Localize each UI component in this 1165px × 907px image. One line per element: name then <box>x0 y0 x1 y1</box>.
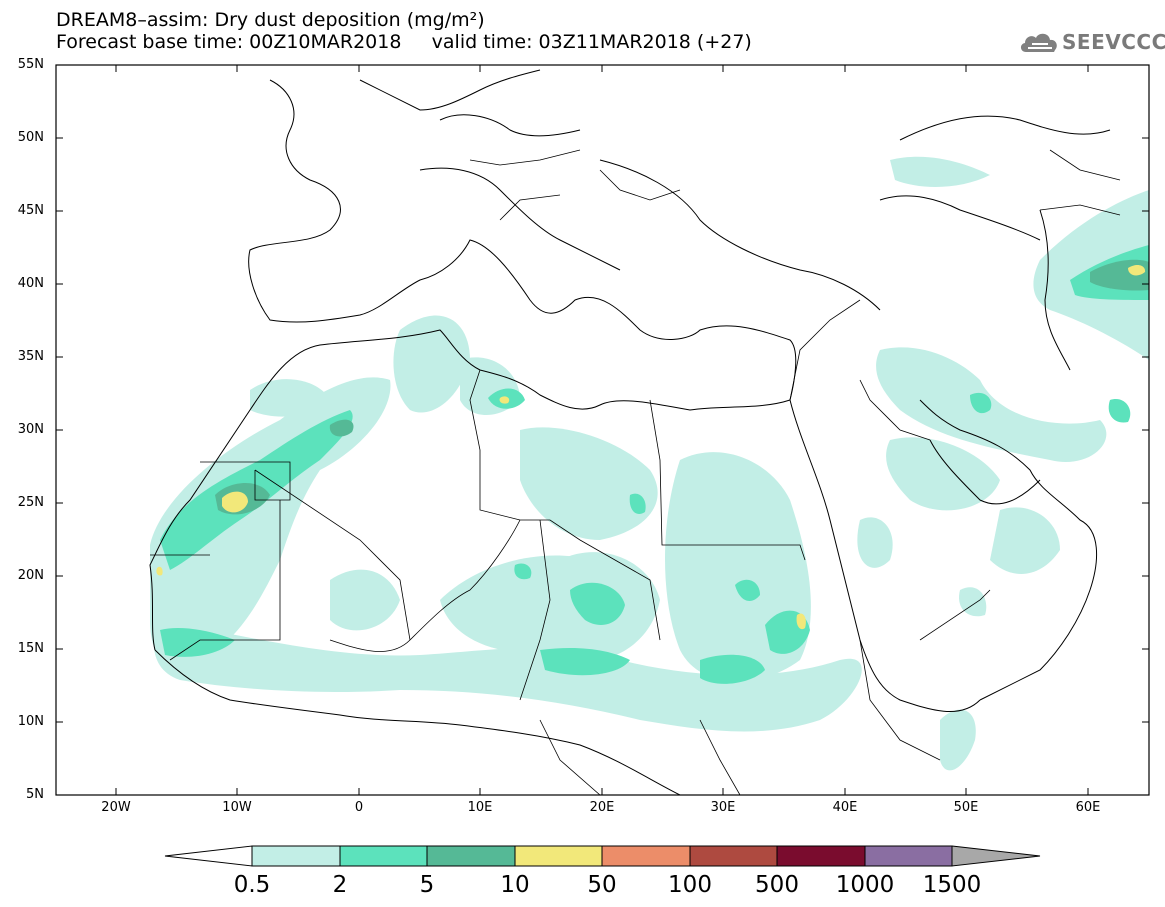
colorbar-bin-3 <box>426 845 516 867</box>
colorbar-over-arrow <box>951 845 1041 867</box>
colorbar-bin-5 <box>601 845 691 867</box>
lat-label: 30N <box>17 422 44 437</box>
dust-field <box>149 69 1149 795</box>
lat-label: 20N <box>17 568 44 583</box>
colorbar-level-label: 2 <box>332 872 348 898</box>
colorbar-level-label: 500 <box>755 872 799 898</box>
colorbar-level-label: 1000 <box>835 872 895 898</box>
colorbar-bin-6 <box>689 845 778 867</box>
country-borders <box>150 149 1121 795</box>
lat-label: 45N <box>17 203 44 218</box>
lat-label: 50N <box>17 130 44 145</box>
colorbar-level-label: 10 <box>500 872 530 898</box>
lon-label: 10E <box>467 800 493 815</box>
lon-label: 30E <box>710 800 736 815</box>
lat-label: 15N <box>17 641 44 656</box>
logo-text: SEEVCCC <box>1062 30 1165 54</box>
axis-ticks <box>56 64 1149 795</box>
lon-label: 60E <box>1075 800 1101 815</box>
map-title: DREAM8–assim: Dry dust deposition (mg/m²… <box>56 9 485 31</box>
seevccc-logo: SEEVCCC <box>1018 26 1165 58</box>
colorbar-bin-2 <box>339 845 428 867</box>
map-subtitle: Forecast base time: 00Z10MAR2018 valid t… <box>56 31 752 53</box>
lon-label: 0 <box>354 800 364 815</box>
colorbar-bin-4 <box>514 845 603 867</box>
lat-label: 40N <box>17 276 44 291</box>
colorbar-level-label: 0.5 <box>233 872 271 898</box>
lat-label: 5N <box>26 787 44 802</box>
lon-label: 50E <box>953 800 979 815</box>
colorbar-bin-7 <box>776 845 866 867</box>
colorbar-level-label: 100 <box>668 872 712 898</box>
lat-label: 35N <box>17 349 44 364</box>
dust-level-medium <box>160 245 1149 684</box>
dust-level-yellow <box>156 265 1146 630</box>
lon-label: 10W <box>222 800 252 815</box>
colorbar-level-label: 1500 <box>922 872 982 898</box>
lon-label: 40E <box>832 800 858 815</box>
lon-label: 20W <box>101 800 131 815</box>
coastlines <box>149 69 1111 795</box>
lat-label: 25N <box>17 495 44 510</box>
colorbar-under-arrow <box>164 845 253 867</box>
colorbar-bin-8 <box>864 845 953 867</box>
lat-label: 55N <box>17 57 44 72</box>
cloud-icon <box>1020 33 1057 52</box>
colorbar-level-label: 50 <box>587 872 617 898</box>
colorbar <box>164 845 1041 867</box>
lat-label: 10N <box>17 714 44 729</box>
lon-label: 20E <box>589 800 615 815</box>
colorbar-bin-1 <box>251 845 341 867</box>
colorbar-level-label: 5 <box>419 872 435 898</box>
